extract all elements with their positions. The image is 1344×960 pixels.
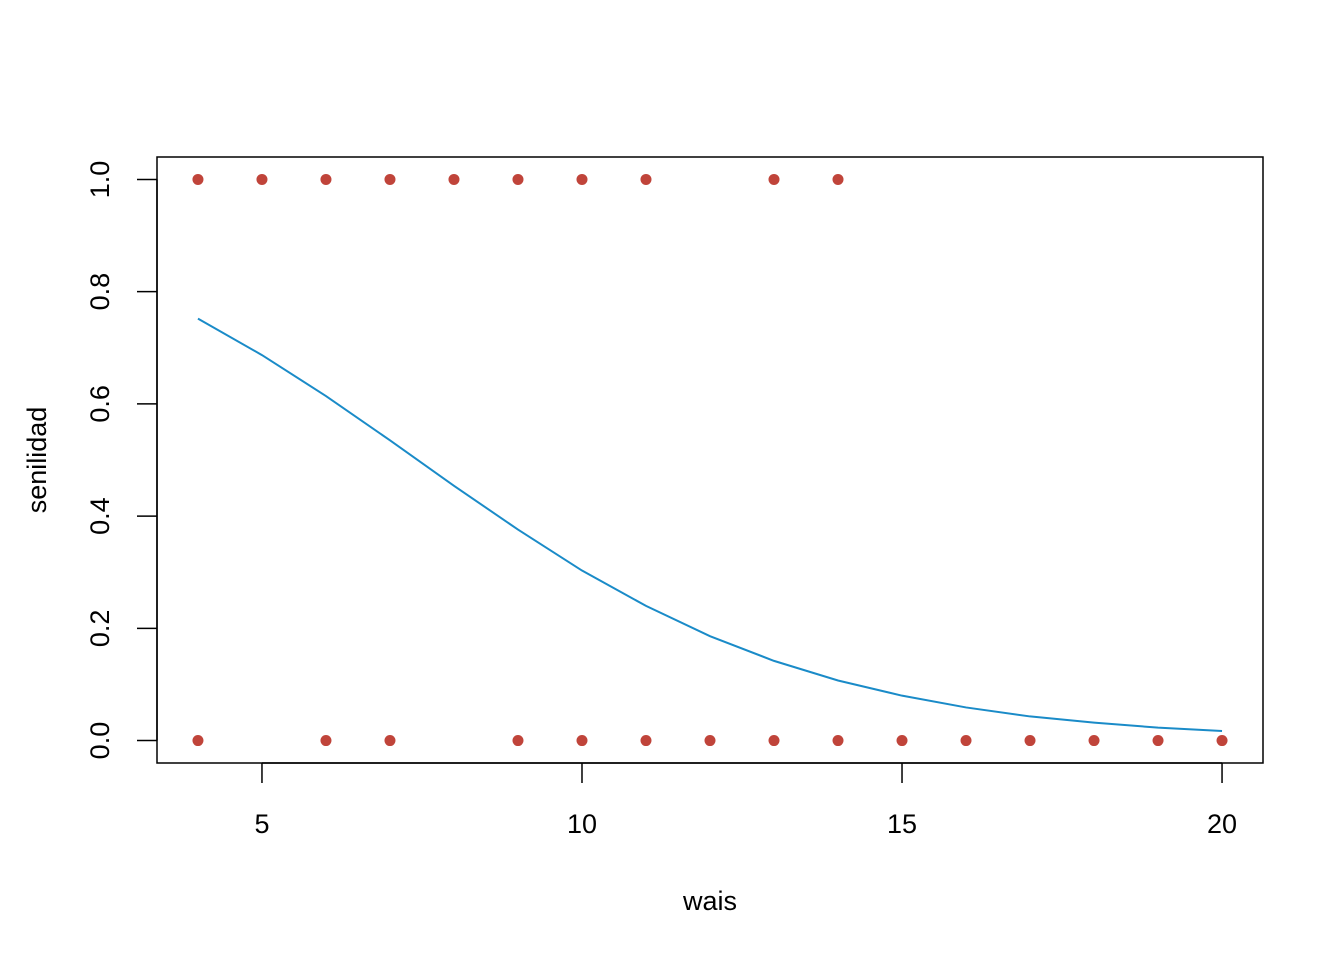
point [320,735,332,747]
x-tick-label: 20 [1207,809,1237,839]
point [384,173,396,185]
point [1088,735,1100,747]
point [768,735,780,747]
point [704,735,716,747]
point [1024,735,1036,747]
point [832,173,844,185]
point [256,173,268,185]
point [384,735,396,747]
point [576,173,588,185]
y-tick-label: 0.4 [85,497,115,535]
point [896,735,908,747]
x-tick-label: 10 [567,809,597,839]
point [1216,735,1228,747]
point [1152,735,1164,747]
point [448,173,460,185]
point [512,735,524,747]
point [320,173,332,185]
point [512,173,524,185]
point [192,735,204,747]
y-tick-label: 0.2 [85,610,115,648]
x-tick-label: 5 [254,809,269,839]
x-axis-title: wais [682,886,737,916]
point [576,735,588,747]
point [832,735,844,747]
y-tick-label: 0.0 [85,722,115,760]
y-tick-label: 0.6 [85,385,115,423]
point [640,735,652,747]
plot-frame [156,156,1264,764]
y-axis-title: senilidad [22,407,52,514]
point [960,735,972,747]
point [768,173,780,185]
point [640,173,652,185]
point [192,173,204,185]
fit-line [197,317,1223,733]
x-tick-label: 15 [887,809,917,839]
y-tick-label: 0.8 [85,273,115,311]
y-tick-label: 1.0 [85,161,115,199]
